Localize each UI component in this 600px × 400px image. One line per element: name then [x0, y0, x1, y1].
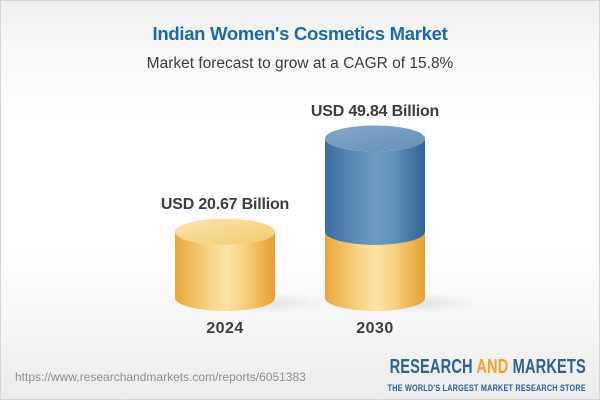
category-label-2024: 2024 [206, 320, 244, 337]
cylinder-top-base [175, 218, 275, 245]
bar-cylinder-2030 [325, 125, 425, 311]
value-label-2030: USD 49.84 Billion [310, 102, 440, 120]
chart-header: Indian Women's Cosmetics Market Market f… [1, 1, 599, 73]
cylinder-segment-base [325, 231, 425, 311]
brand-logo-wordmark: RESEARCH AND MARKETS [390, 357, 586, 378]
value-label-2024: USD 20.67 Billion [160, 195, 290, 213]
cylinder-top-growth [325, 125, 425, 152]
logo-research: RESEARCH [389, 356, 473, 378]
logo-and: AND [476, 356, 509, 378]
logo-tagline: THE WORLD'S LARGEST MARKET RESEARCH STOR… [387, 383, 586, 394]
category-label-2030: 2030 [356, 320, 394, 337]
logo-markets: MARKETS [512, 356, 586, 378]
chart-title: Indian Women's Cosmetics Market [152, 23, 448, 44]
cylinder-segment-growth [325, 138, 425, 245]
report-url: https://www.researchandmarkets.com/repor… [15, 370, 306, 384]
brand-logo: RESEARCH AND MARKETS THE WORLD'S LARGEST… [317, 357, 586, 396]
bar-cylinder-2024 [175, 218, 275, 311]
cylinder-segment-base [175, 231, 275, 311]
chart-subtitle: Market forecast to grow at a CAGR of 15.… [146, 55, 454, 72]
